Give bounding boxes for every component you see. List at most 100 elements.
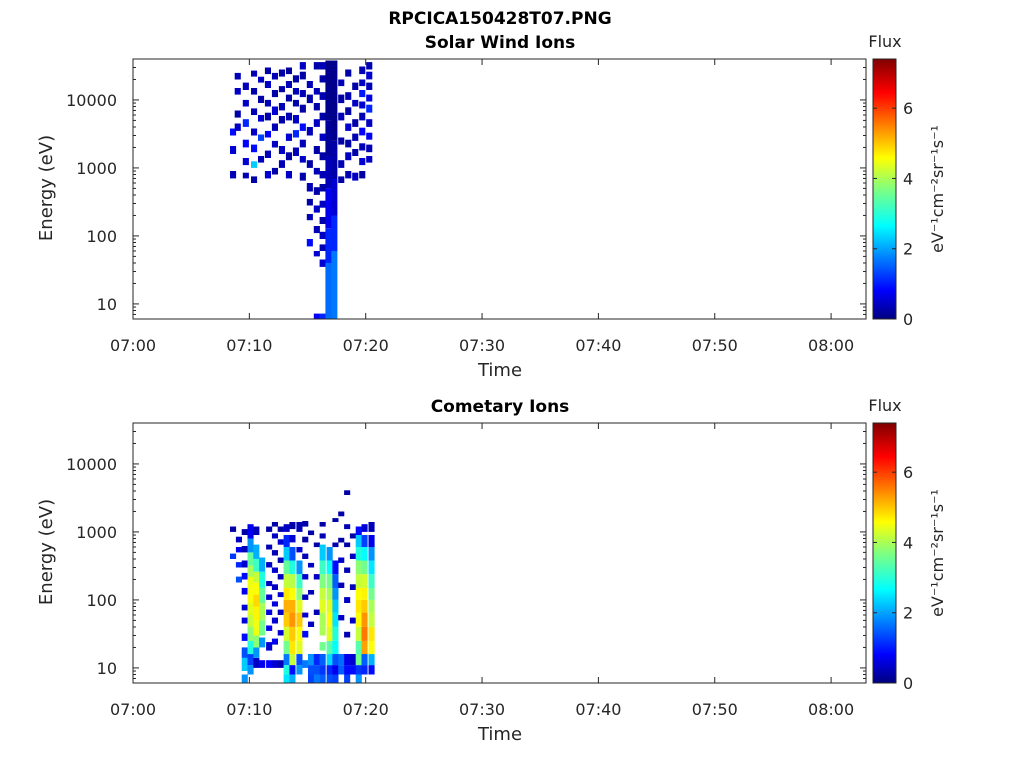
spectrogram-cell [319,244,326,251]
spectrogram-cell [368,574,375,588]
y-tick-label: 10000 [66,91,117,110]
spectrogram-cell [366,62,373,70]
spectrogram-cell [332,574,339,588]
spectrogram-cell [338,654,345,666]
spectrogram-cell [234,72,241,80]
spectrogram-cell [242,82,249,90]
spectrogram-cell [264,150,271,158]
spectrogram-cell [302,594,309,600]
x-axis-label-cometary: Time [477,724,522,745]
spectrogram-cell [366,119,373,127]
spectrogram-cell [302,660,309,668]
cometary-axes: 07:00 07:10 07:20 07:30 07:40 07:50 08:00 10 100… [66,422,867,719]
page-title: RPCICA150428T07.PNG [388,9,611,29]
spectrogram-cell [319,665,326,675]
spectrogram-cell [331,60,338,141]
spectrogram-cell [285,133,292,141]
spectrogram-cell [241,546,248,553]
spectrogram-cell [344,654,351,666]
spectrogram-cell [251,128,258,136]
spectrogram-cell [241,647,248,658]
spectrogram-cell [277,660,284,668]
spectrogram-cell [251,88,258,95]
spectrogram-cell [368,560,375,575]
spectrogram-cell [241,587,248,595]
spectrogram-cell [313,665,320,675]
spectrogram-cell [361,599,368,613]
spectrogram-cell [345,152,352,161]
spectrogram-cell [283,599,290,613]
spectrogram-cell [302,612,309,618]
spectrogram-cell [332,640,339,655]
spectrogram-cell [308,665,315,675]
spectrogram-cell [296,522,303,532]
spectrogram-cell [349,553,356,559]
spectrogram-cell [355,665,362,675]
spectrogram-cell [247,590,254,603]
spectrogram-cell [319,674,326,683]
spectrogram-cell [368,599,375,613]
spectrogram-cell [230,128,237,136]
spectrogram-cell [292,147,299,156]
spectrogram-cell [359,171,366,179]
spectrogram-cell [278,86,285,93]
spectrogram-cell [359,112,366,121]
spectrogram-cell [271,167,278,175]
spectrogram-cell [361,524,368,532]
spectrogram-cell [241,617,248,624]
spectrogram-cell [283,587,290,600]
spectrogram-cell [349,665,356,675]
spectrogram-cell [359,90,366,98]
spectrogram-cell [308,621,315,627]
spectrogram-cell [264,81,271,88]
spectrogram-cell [271,601,278,607]
spectrogram-cell [368,665,375,675]
spectrogram-cell [285,94,292,102]
spectrogram-cell [242,172,249,179]
spectrogram-cell [352,133,359,141]
spectrogram-cell [361,587,368,600]
spectrogram-cell [361,574,368,588]
spectrogram-cell [319,313,326,319]
spectrogram-cell [264,130,271,138]
spectrogram-cell [292,88,299,95]
y-tick-label: 1000 [76,159,117,178]
spectrogram-cell [319,627,326,636]
spectrogram-cell [247,538,254,553]
spectrogram-cell [253,594,260,607]
spectrogram-cell [264,99,271,107]
spectrogram-cell [266,660,273,668]
spectrogram-cell [292,99,299,107]
spectrogram-cell [253,606,260,621]
spectrogram-cell [325,60,332,121]
spectrogram-cell [325,120,332,156]
colorbar-tick-label: 0 [903,310,913,329]
spectrogram-cell [306,239,313,247]
spectrogram-cell [326,547,333,561]
spectrogram-cell [338,160,345,168]
spectrogram-cell [266,544,273,550]
spectrogram-cell [259,660,266,668]
spectrogram-cell [352,119,359,127]
spectrogram-cell [277,539,284,545]
spectrogram-cell [326,640,333,655]
spectrogram-cell [319,200,326,208]
spectrogram-cell [285,152,292,161]
spectrogram-cell [319,587,326,600]
spectrogram-cell [326,665,333,675]
spectrogram-cell [355,560,362,575]
x-tick-label: 07:30 [459,700,505,719]
spectrogram-cell [332,599,339,613]
spectrogram-cell [326,674,333,683]
spectrogram-cell [264,171,271,179]
spectrogram-cell [271,550,278,556]
x-tick-label: 07:00 [110,700,156,719]
spectrogram-cell [241,572,248,580]
spectrogram-cell [361,627,368,641]
x-tick-label: 07:40 [575,700,621,719]
spectrogram-cell [271,123,278,131]
spectrogram-cell [313,119,320,127]
spectrogram-cell [277,574,284,580]
spectrogram-cell [251,108,258,115]
